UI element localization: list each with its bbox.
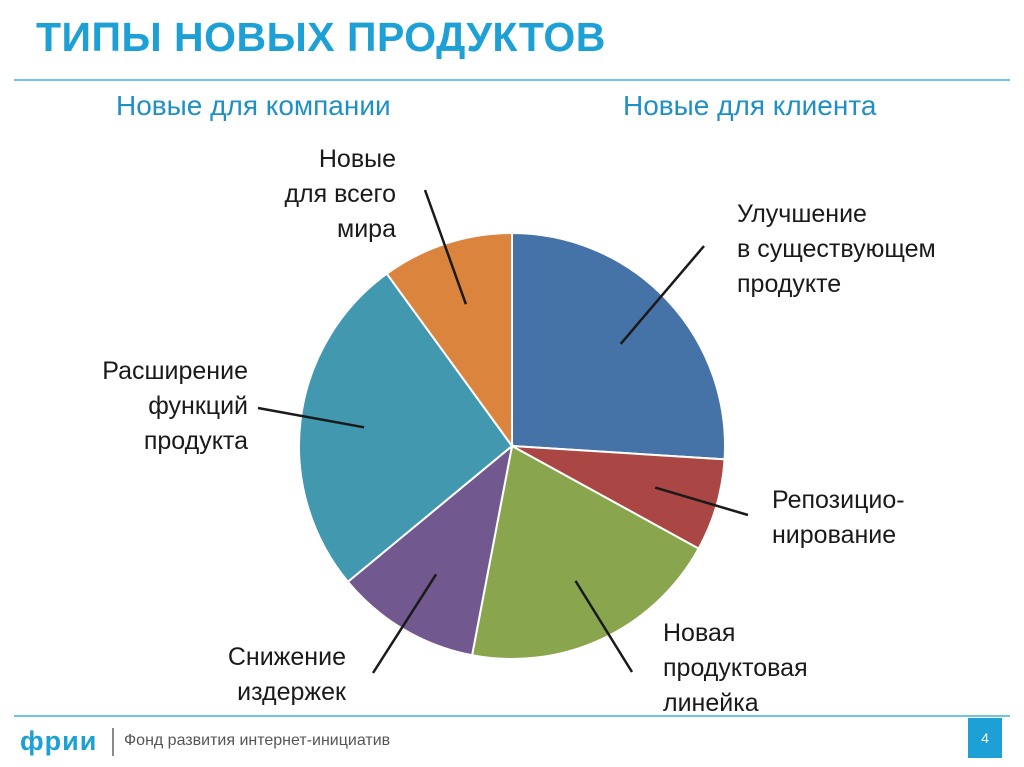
pie-label-new-to-world: Новые для всего мира (284, 145, 396, 243)
pie-label-cost-reduction: Снижение издержек (227, 643, 346, 706)
frii-logo: фрии (20, 726, 98, 756)
leader-line-cost-reduction (371, 573, 438, 674)
footer-separator (112, 728, 114, 756)
subtitle-new-for-client: Новые для клиента (623, 90, 877, 121)
organization-name: Фонд развития интернет-инициатив (124, 732, 391, 749)
leader-line-repositioning (654, 486, 749, 517)
pie-label-extension: Расширение функций продукта (102, 357, 248, 455)
pie-slice-cost-reduction (346, 443, 514, 657)
pie-label-new-line: Новая продуктовая линейка (663, 619, 808, 717)
leader-line-new-line (574, 580, 634, 673)
pie-label-repositioning: Репозицио- нирование (772, 486, 905, 549)
pie-slice-new-line (470, 444, 701, 660)
pie-label-improvement: Улучшение в существующем продукте (737, 200, 936, 298)
page-title: ТИПЫ НОВЫХ ПРОДУКТОВ (36, 14, 606, 60)
footer: фрии Фонд развития интернет-инициатив 4 (0, 718, 1024, 767)
header-divider (14, 79, 1010, 81)
leader-line-improvement (619, 245, 705, 345)
footer-divider (14, 715, 1010, 717)
subtitle-new-for-company: Новые для компании (116, 90, 391, 121)
pie-slice-extension (298, 272, 514, 584)
page-number: 4 (968, 718, 1002, 758)
leader-line-extension (257, 406, 365, 429)
pie-slice-improvement (511, 231, 726, 461)
leader-line-new-to-world (423, 189, 468, 305)
pie-slice-new-to-world (385, 231, 513, 450)
